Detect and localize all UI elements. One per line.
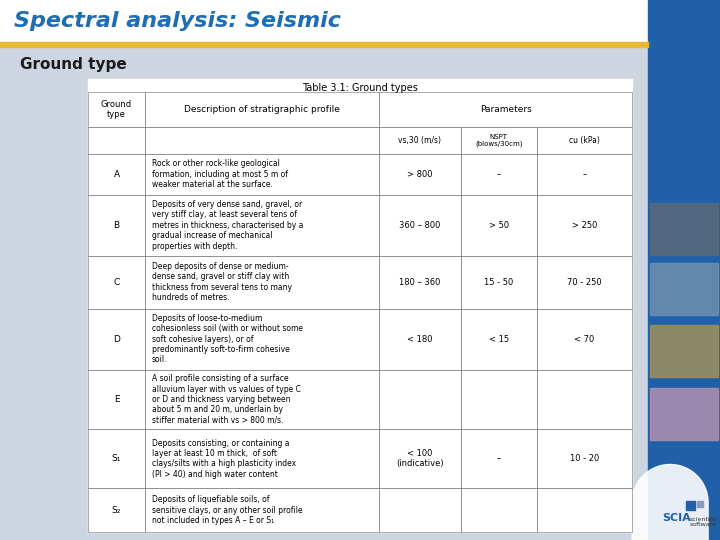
Bar xyxy=(537,488,632,532)
Bar xyxy=(379,488,461,532)
Text: Ground type: Ground type xyxy=(20,57,127,72)
Bar xyxy=(461,194,537,256)
Text: 10 - 20: 10 - 20 xyxy=(570,454,599,463)
Bar xyxy=(88,370,145,429)
Text: cu (kPa): cu (kPa) xyxy=(569,136,600,145)
Bar xyxy=(461,370,537,429)
Bar xyxy=(88,429,145,488)
Text: Table 3.1: Ground types: Table 3.1: Ground types xyxy=(302,83,418,93)
Bar xyxy=(379,154,461,194)
Text: C: C xyxy=(114,278,120,287)
Text: Rock or other rock-like geological
formation, including at most 5 m of
weaker ma: Rock or other rock-like geological forma… xyxy=(152,159,288,190)
Bar xyxy=(461,429,537,488)
Text: scientific
software: scientific software xyxy=(690,517,718,528)
Bar xyxy=(0,42,648,47)
Bar xyxy=(537,127,632,154)
Bar xyxy=(145,488,379,532)
Text: SCIA: SCIA xyxy=(662,513,690,523)
Bar xyxy=(650,203,718,255)
Text: 15 - 50: 15 - 50 xyxy=(484,278,513,287)
Text: NSPT
(blows/30cm): NSPT (blows/30cm) xyxy=(475,134,523,147)
Text: Parameters: Parameters xyxy=(480,105,531,114)
Bar xyxy=(88,154,145,194)
Bar xyxy=(537,429,632,488)
Text: S₂: S₂ xyxy=(112,505,121,515)
Text: > 50: > 50 xyxy=(489,221,509,230)
Bar xyxy=(650,263,718,315)
Bar xyxy=(379,429,461,488)
Bar xyxy=(650,325,718,377)
Bar xyxy=(461,127,537,154)
Text: Deep deposits of dense or medium-
dense sand, gravel or stiff clay with
thicknes: Deep deposits of dense or medium- dense … xyxy=(152,262,292,302)
Text: –: – xyxy=(582,170,587,179)
Text: > 250: > 250 xyxy=(572,221,597,230)
Bar xyxy=(88,256,145,308)
Bar xyxy=(461,154,537,194)
Text: < 180: < 180 xyxy=(407,335,433,343)
Text: –: – xyxy=(497,170,501,179)
Bar xyxy=(537,256,632,308)
Text: A: A xyxy=(114,170,120,179)
Bar xyxy=(648,0,720,540)
Bar xyxy=(461,488,537,532)
Bar xyxy=(537,370,632,429)
Text: S₁: S₁ xyxy=(112,454,121,463)
Text: < 100
(indicative): < 100 (indicative) xyxy=(396,449,444,468)
Text: Deposits of very dense sand, gravel, or
very stiff clay, at least several tens o: Deposits of very dense sand, gravel, or … xyxy=(152,200,303,251)
Bar xyxy=(379,194,461,256)
Text: –: – xyxy=(497,454,501,463)
Bar xyxy=(537,308,632,370)
Bar xyxy=(145,127,379,154)
Bar xyxy=(88,488,145,532)
Text: vs,30 (m/s): vs,30 (m/s) xyxy=(398,136,441,145)
Bar xyxy=(379,256,461,308)
Bar xyxy=(379,370,461,429)
Text: Description of stratigraphic profile: Description of stratigraphic profile xyxy=(184,105,340,114)
Text: < 15: < 15 xyxy=(489,335,509,343)
Bar xyxy=(650,388,718,440)
Bar xyxy=(145,429,379,488)
Text: 180 – 360: 180 – 360 xyxy=(399,278,441,287)
Bar xyxy=(379,92,632,127)
Bar xyxy=(88,127,145,154)
Text: Ground
type: Ground type xyxy=(101,100,132,119)
Text: Deposits of loose-to-medium
cohesionless soil (with or without some
soft cohesiv: Deposits of loose-to-medium cohesionless… xyxy=(152,314,302,364)
Bar xyxy=(88,92,145,127)
Text: > 800: > 800 xyxy=(407,170,433,179)
Text: E: E xyxy=(114,395,120,404)
Bar xyxy=(145,154,379,194)
Bar xyxy=(88,308,145,370)
Text: Spectral analysis: Seismic: Spectral analysis: Seismic xyxy=(14,11,341,31)
Bar xyxy=(145,256,379,308)
Text: Deposits of liquefiable soils, of
sensitive clays, or any other soil profile
not: Deposits of liquefiable soils, of sensit… xyxy=(152,495,302,525)
Bar xyxy=(145,92,379,127)
Text: < 70: < 70 xyxy=(575,335,595,343)
Bar xyxy=(686,501,695,510)
Text: D: D xyxy=(113,335,120,343)
Bar xyxy=(537,154,632,194)
Bar xyxy=(88,194,145,256)
Text: B: B xyxy=(114,221,120,230)
Bar xyxy=(145,194,379,256)
Text: 360 – 800: 360 – 800 xyxy=(399,221,441,230)
Text: 70 - 250: 70 - 250 xyxy=(567,278,602,287)
Bar xyxy=(537,194,632,256)
Bar xyxy=(697,501,703,507)
Text: A soil profile consisting of a surface
alluvium layer with vs values of type C
o: A soil profile consisting of a surface a… xyxy=(152,374,300,425)
Bar xyxy=(145,370,379,429)
Bar xyxy=(0,0,648,42)
Bar xyxy=(379,127,461,154)
Text: Deposits consisting, or containing a
layer at least 10 m thick,  of soft
clays/s: Deposits consisting, or containing a lay… xyxy=(152,438,296,479)
Bar xyxy=(461,256,537,308)
Bar xyxy=(461,308,537,370)
Bar xyxy=(379,308,461,370)
Bar xyxy=(88,79,632,532)
Bar xyxy=(145,308,379,370)
